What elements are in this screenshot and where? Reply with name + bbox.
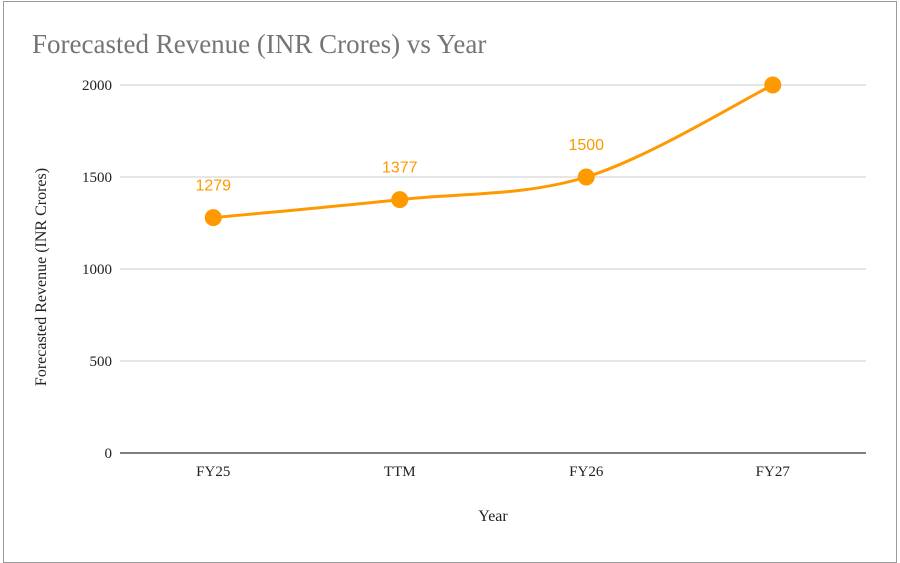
y-tick-label: 500	[90, 354, 113, 370]
y-tick-label: 0	[105, 446, 113, 462]
data-point	[764, 76, 782, 94]
data-label: 1500	[568, 137, 604, 154]
x-tick-label: FY25	[196, 464, 230, 480]
y-tick-label: 1000	[82, 262, 112, 278]
y-tick-label: 2000	[82, 78, 112, 94]
data-point	[577, 168, 595, 186]
data-label: 1279	[195, 178, 231, 195]
data-point	[391, 191, 409, 209]
x-axis-label: Year	[478, 508, 508, 525]
x-tick-label: TTM	[384, 464, 416, 480]
x-tick-label: FY27	[756, 464, 791, 480]
y-tick-label: 1500	[82, 170, 112, 186]
y-axis-label: Forecasted Revenue (INR Crores)	[33, 168, 50, 386]
series-line	[213, 83, 774, 220]
chart-frame[interactable]	[3, 1, 897, 563]
x-tick-label: FY26	[569, 464, 604, 480]
chart-title: Forecasted Revenue (INR Crores) vs Year	[32, 29, 486, 59]
data-point	[204, 209, 222, 227]
data-label: 1377	[382, 160, 418, 177]
